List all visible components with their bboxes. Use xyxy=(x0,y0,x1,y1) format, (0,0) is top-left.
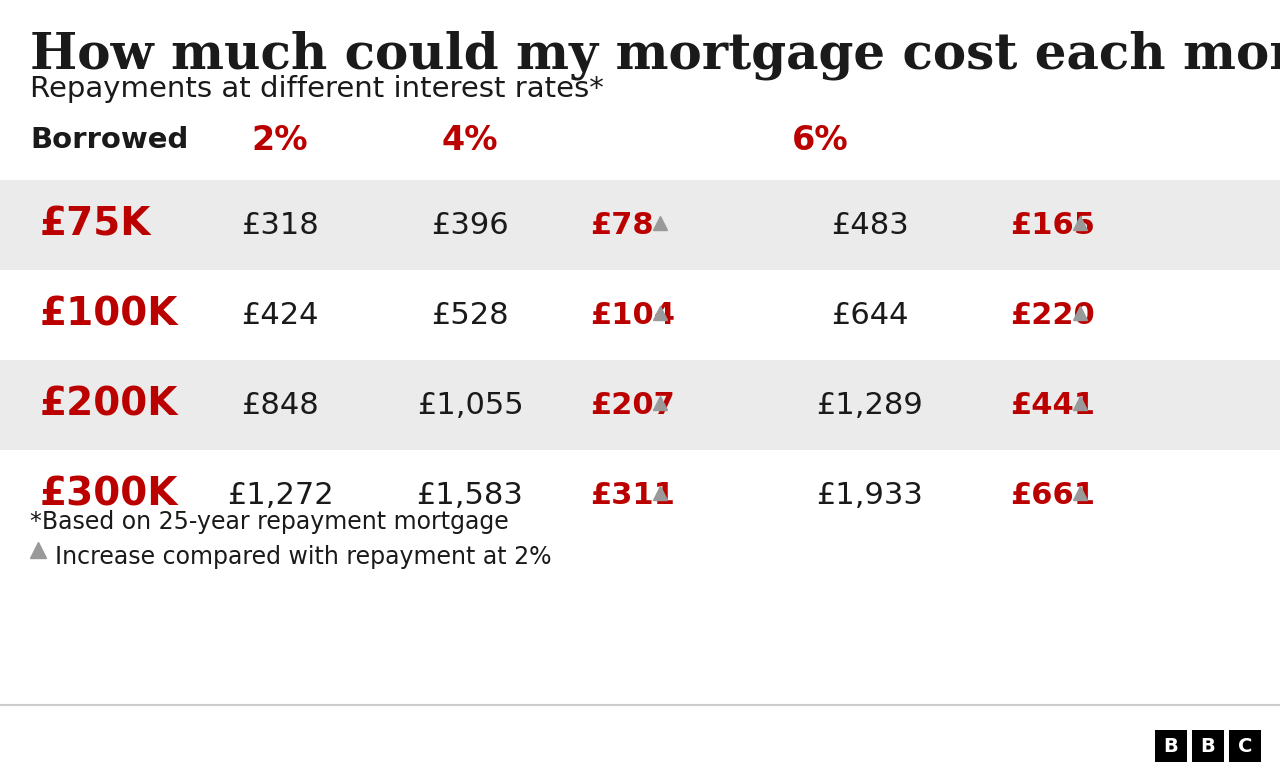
Bar xyxy=(1192,730,1224,762)
Text: *Based on 25-year repayment mortgage: *Based on 25-year repayment mortgage xyxy=(29,510,508,534)
Bar xyxy=(0,360,1280,450)
Bar xyxy=(1229,730,1261,762)
Text: £1,583: £1,583 xyxy=(416,480,524,509)
Bar xyxy=(0,180,1280,270)
Text: 4%: 4% xyxy=(442,123,498,157)
Text: £300K: £300K xyxy=(40,476,178,514)
Text: £318: £318 xyxy=(241,211,319,239)
Text: How much could my mortgage cost each month?: How much could my mortgage cost each mon… xyxy=(29,30,1280,80)
Text: £1,289: £1,289 xyxy=(817,391,923,420)
Text: £100K: £100K xyxy=(40,296,178,334)
Text: £528: £528 xyxy=(431,300,509,329)
Text: £1,272: £1,272 xyxy=(227,480,333,509)
Text: £207: £207 xyxy=(590,391,675,420)
Text: C: C xyxy=(1238,736,1252,756)
Bar xyxy=(0,270,1280,360)
Text: Increase compared with repayment at 2%: Increase compared with repayment at 2% xyxy=(55,545,552,569)
Text: B: B xyxy=(1201,736,1216,756)
Text: £644: £644 xyxy=(831,300,909,329)
Text: £848: £848 xyxy=(241,391,319,420)
Text: 6%: 6% xyxy=(792,123,849,157)
Text: £1,055: £1,055 xyxy=(417,391,524,420)
Bar xyxy=(1155,730,1187,762)
Text: £104: £104 xyxy=(590,300,675,329)
Text: £424: £424 xyxy=(241,300,319,329)
Text: £220: £220 xyxy=(1010,300,1094,329)
Text: £441: £441 xyxy=(1010,391,1094,420)
Text: £78: £78 xyxy=(590,211,654,239)
Text: £75K: £75K xyxy=(40,206,151,244)
Text: Borrowed: Borrowed xyxy=(29,126,188,154)
Bar xyxy=(0,450,1280,540)
Text: £483: £483 xyxy=(831,211,909,239)
Text: B: B xyxy=(1164,736,1179,756)
Text: £1,933: £1,933 xyxy=(817,480,923,509)
Text: £661: £661 xyxy=(1010,480,1094,509)
Text: £165: £165 xyxy=(1010,211,1094,239)
Text: 2%: 2% xyxy=(252,123,308,157)
Text: Repayments at different interest rates*: Repayments at different interest rates* xyxy=(29,75,604,103)
Text: £200K: £200K xyxy=(40,386,178,424)
Text: £396: £396 xyxy=(431,211,509,239)
Text: £311: £311 xyxy=(590,480,675,509)
